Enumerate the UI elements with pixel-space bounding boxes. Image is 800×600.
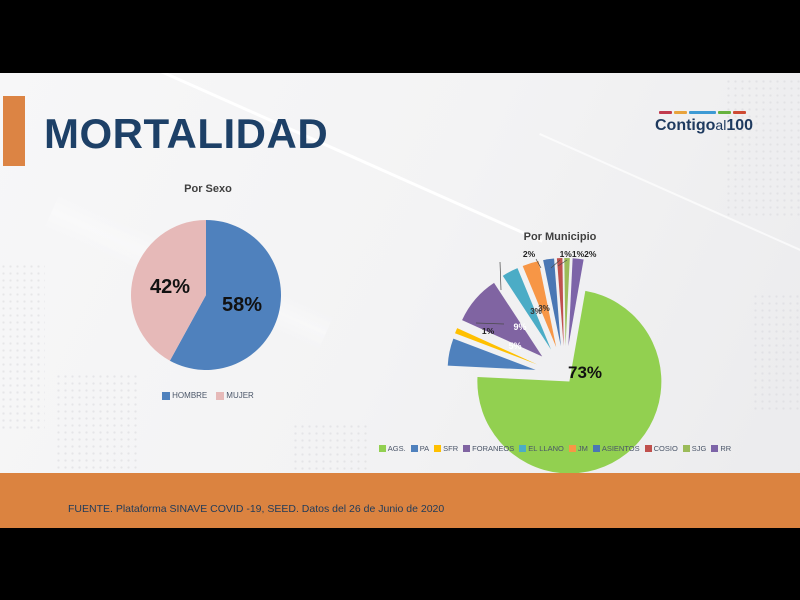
- legend-label: EL LLANO: [528, 444, 564, 453]
- data-label: 9%: [513, 322, 526, 332]
- pie-slice-asientos: [543, 258, 561, 347]
- legend-item-el-llano: EL LLANO: [519, 444, 564, 453]
- legend-item-hombre: HOMBRE: [162, 391, 207, 400]
- pie-chart-por-sexo: 42% 58%: [131, 220, 281, 370]
- halftone-dots: [292, 423, 367, 478]
- data-label: 73%: [568, 363, 602, 382]
- slide: MORTALIDAD Contigoal100 Por Sexo 42% 58% …: [0, 73, 800, 528]
- data-label: 58%: [222, 294, 262, 316]
- source-footer-bar: FUENTE. Plataforma SINAVE COVID -19, SEE…: [0, 473, 800, 528]
- pie-slice-ags-: [477, 290, 662, 474]
- legend-item-rr: RR: [711, 444, 731, 453]
- legend-label: PA: [419, 444, 430, 453]
- halftone-dots: [55, 373, 140, 473]
- pie-slice-pa: [447, 338, 536, 370]
- legend-label: COSIO: [653, 444, 678, 453]
- logo-dash: [659, 111, 672, 114]
- top-letterbox: [0, 0, 800, 73]
- pie-slice-jm: [522, 261, 557, 348]
- legend-swatch: [644, 445, 652, 452]
- legend-swatch: [378, 445, 386, 452]
- contigo-al-100-logo: Contigoal100: [655, 111, 765, 135]
- data-label: 3%: [530, 307, 542, 316]
- label-leader-line: [475, 322, 505, 325]
- logo-dash: [674, 111, 687, 114]
- legend-label: JM: [577, 444, 588, 453]
- legend-label: FORANEOS: [472, 444, 515, 453]
- halftone-dots: [0, 263, 45, 433]
- legend-swatch: [463, 445, 471, 452]
- data-label: 2%: [523, 249, 536, 259]
- label-leader-line: [550, 259, 561, 269]
- legend-label: ASIENTOS: [601, 444, 640, 453]
- pie-slice-mujer: [131, 220, 206, 361]
- legend-item-cosio: COSIO: [644, 444, 678, 453]
- chart-title-por-sexo: Por Sexo: [184, 183, 232, 195]
- data-label: 1%: [482, 326, 495, 336]
- bottom-letterbox: [0, 528, 800, 600]
- legend-item-jm: JM: [568, 444, 588, 453]
- legend-swatch: [711, 445, 719, 452]
- legend-label: RR: [720, 444, 732, 453]
- data-label: 1%1%2%: [560, 249, 597, 259]
- legend-item-pa: PA: [410, 444, 430, 453]
- label-leader-line: [535, 258, 542, 269]
- logo-word-contigo: Contigo: [655, 117, 716, 134]
- legend-item-asientos: ASIENTOS: [592, 444, 640, 453]
- pie-slice-sjg: [564, 258, 570, 347]
- data-label: 5%: [508, 341, 521, 351]
- legend-item-sfr: SFR: [434, 444, 458, 453]
- pie-slice-sfr: [455, 328, 538, 365]
- logo-dash: [733, 111, 746, 114]
- legend-label: SFR: [443, 444, 459, 453]
- pie-slice-cosio: [556, 258, 564, 347]
- halftone-dots: [752, 293, 800, 413]
- legend-label: AGS.: [387, 444, 406, 453]
- pie-chart-por-municipio: 73% 9% 5% 1% 3%3% 2% 1%1%2%: [447, 249, 662, 474]
- legend-label: HOMBRE: [172, 391, 208, 400]
- logo-text: Contigoal100: [655, 117, 765, 135]
- legend-item-foraneos: FORANEOS: [463, 444, 514, 453]
- legend-swatch: [434, 445, 442, 452]
- legend-swatch: [519, 445, 527, 452]
- legend-por-municipio: AGS. PA SFR FORANEOS EL LLANO JM ASIENTOS COSIO…: [378, 444, 731, 453]
- data-label: 42%: [150, 276, 190, 298]
- logo-word-100: 100: [726, 117, 754, 134]
- legend-swatch: [162, 391, 171, 400]
- data-label: 3%: [538, 304, 550, 313]
- legend-swatch: [410, 445, 418, 452]
- label-leader-line: [499, 261, 502, 291]
- legend-swatch: [568, 445, 576, 452]
- logo-dashes: [659, 111, 765, 114]
- legend-swatch: [682, 445, 690, 452]
- pie-slice-foraneos: [462, 282, 543, 357]
- logo-dash: [718, 111, 731, 114]
- chart-title-por-municipio: Por Municipio: [523, 231, 597, 243]
- legend-swatch: [592, 445, 600, 452]
- source-footer-text: FUENTE. Plataforma SINAVE COVID -19, SEE…: [68, 503, 445, 515]
- pie-slice-hombre: [169, 220, 281, 370]
- page-title: MORTALIDAD: [44, 110, 329, 157]
- title-accent-bar: [3, 96, 25, 166]
- legend-item-sjg: SJG: [682, 444, 707, 453]
- legend-item-ags-: AGS.: [378, 444, 406, 453]
- label-leader-line: [557, 259, 568, 267]
- legend-swatch: [216, 391, 225, 400]
- legend-por-sexo: HOMBRE MUJER: [118, 391, 298, 400]
- logo-dash: [689, 111, 716, 114]
- legend-label: SJG: [691, 444, 707, 453]
- pie-slice-rr: [568, 258, 584, 347]
- legend-label: MUJER: [226, 391, 254, 400]
- halftone-dots: [725, 78, 800, 218]
- pie-slice-el-llano: [502, 268, 552, 350]
- legend-item-mujer: MUJER: [216, 391, 254, 400]
- logo-word-al: al: [715, 117, 727, 133]
